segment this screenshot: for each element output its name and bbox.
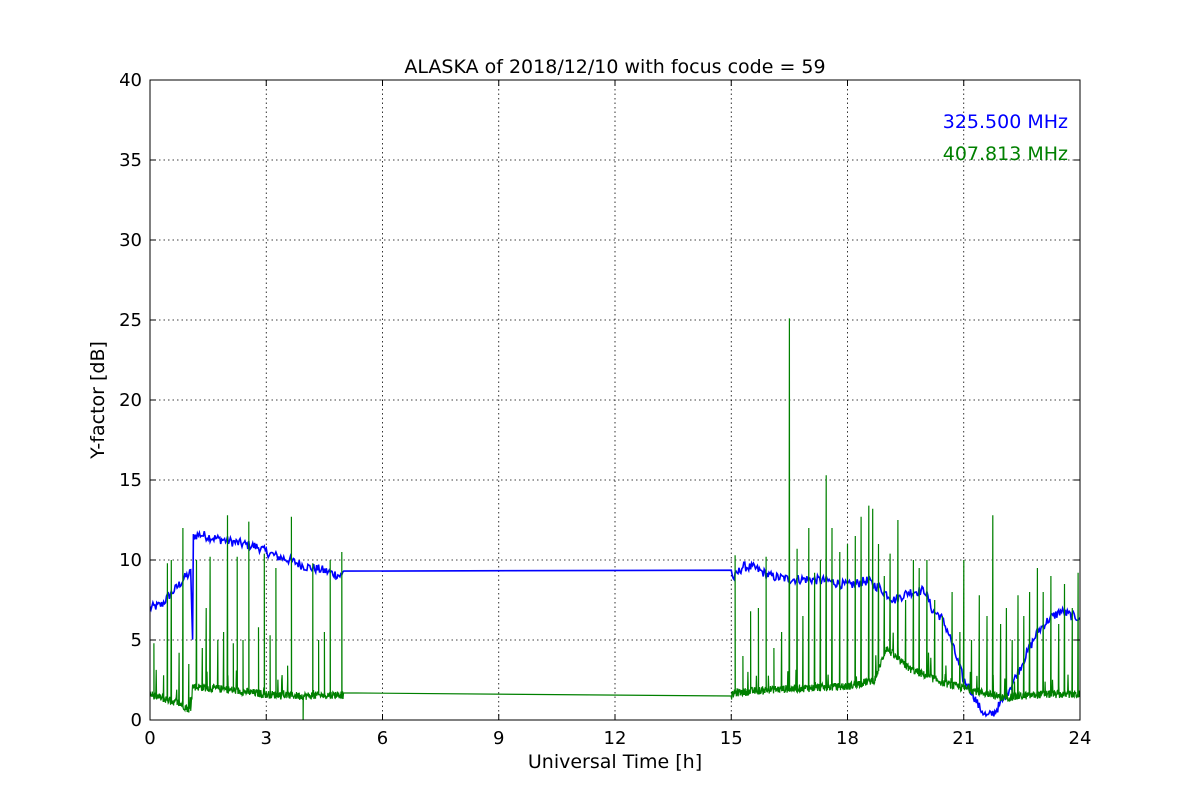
legend-entry-325-500-mhz: 325.500 MHz [943, 111, 1068, 133]
y-tick-label: 20 [119, 390, 142, 411]
y-tick-label: 15 [119, 470, 142, 491]
series-line-407-813-mhz [150, 318, 1080, 720]
y-axis-label: Y-factor [dB] [87, 341, 109, 460]
x-axis-label: Universal Time [h] [528, 751, 702, 773]
x-tick-label: 12 [604, 728, 627, 749]
series-layer [150, 318, 1080, 720]
x-tick-label: 3 [261, 728, 272, 749]
y-tick-label: 5 [131, 630, 142, 651]
x-tick-label: 21 [952, 728, 975, 749]
y-tick-label: 25 [119, 310, 142, 331]
y-tick-label: 0 [131, 710, 142, 731]
x-tick-label: 6 [377, 728, 388, 749]
x-tick-label: 18 [836, 728, 859, 749]
chart-title: ALASKA of 2018/12/10 with focus code = 5… [404, 56, 825, 78]
y-tick-label: 35 [119, 150, 142, 171]
series-line-325-500-mhz [150, 529, 1080, 718]
x-tick-label: 24 [1069, 728, 1092, 749]
legend: 325.500 MHz 407.813 MHz [943, 111, 1068, 165]
tick-layer: 0 3 6 9 12 15 18 21 24 0 5 10 15 20 25 30 35 40 [119, 70, 1091, 749]
legend-entry-407-813-mhz: 407.813 MHz [943, 143, 1068, 165]
x-tick-label: 15 [720, 728, 743, 749]
x-tick-label: 0 [144, 728, 155, 749]
y-tick-label: 30 [119, 230, 142, 251]
y-tick-label: 10 [119, 550, 142, 571]
x-tick-label: 9 [493, 728, 504, 749]
y-tick-label: 40 [119, 70, 142, 91]
